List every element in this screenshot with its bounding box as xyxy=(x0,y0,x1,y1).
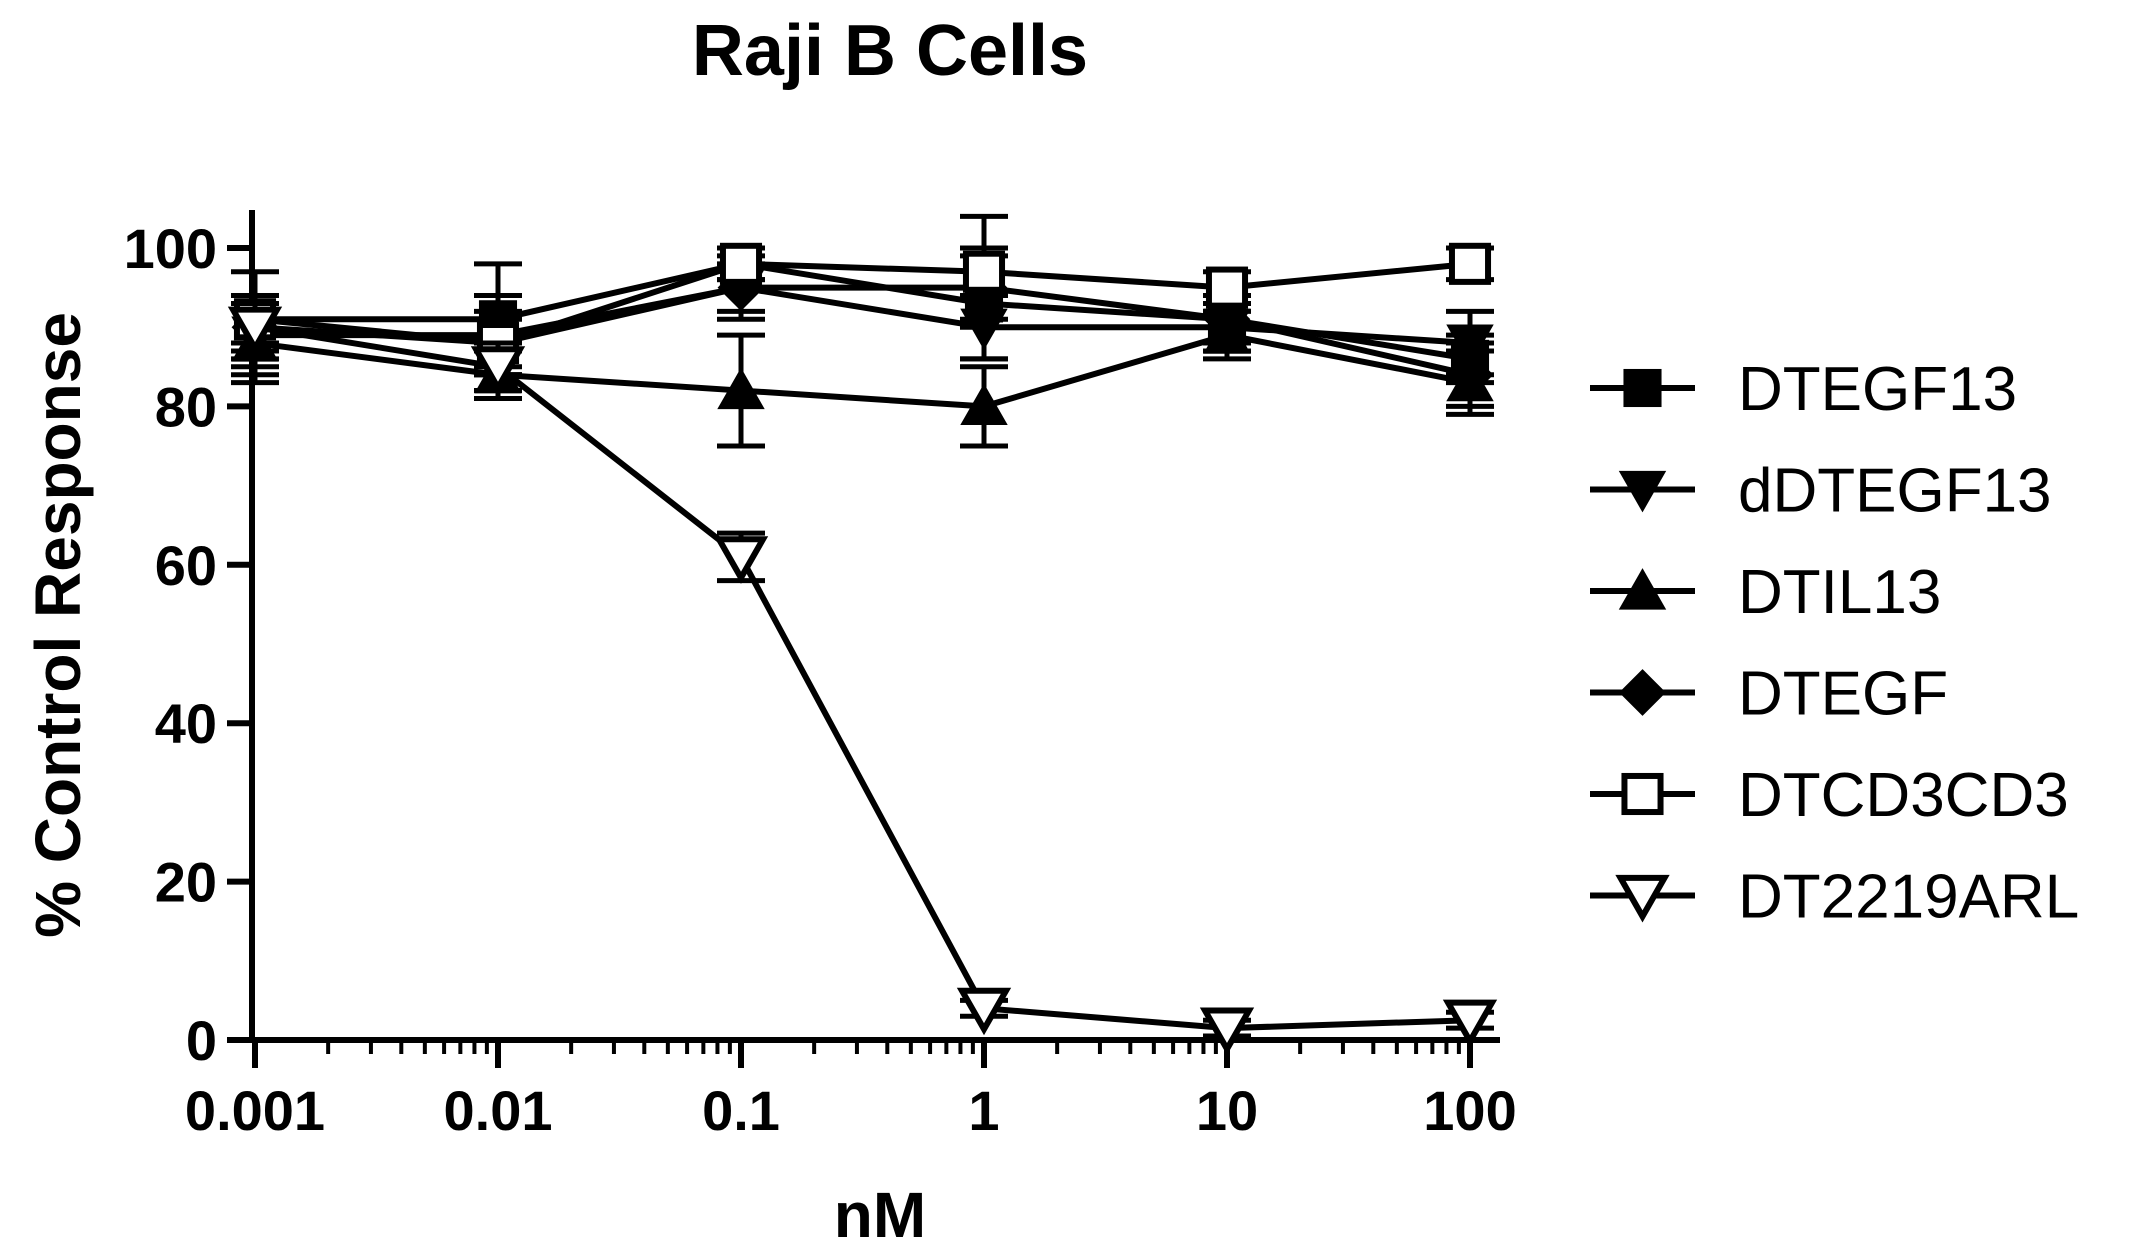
x-tick-label: 0.001 xyxy=(185,1079,325,1142)
legend-item-DTCD3CD3: DTCD3CD3 xyxy=(1590,761,2069,830)
x-tick-label: 100 xyxy=(1423,1079,1516,1142)
data-point xyxy=(1446,351,1494,399)
legend-label: DT2219ARL xyxy=(1738,863,2079,932)
series-DTCD3CD3 xyxy=(231,213,1494,370)
data-point xyxy=(960,383,1008,425)
legend-item-dDTEGF13: dDTEGF13 xyxy=(1590,457,2052,526)
legend-item-DTEGF: DTEGF xyxy=(1590,660,1948,729)
axes: 0 20 40 60 80 100 0.001 0.01 0.1 1 10 100 xyxy=(124,210,1517,1142)
series-DT2219ARL xyxy=(227,300,1498,1056)
legend-marker xyxy=(1621,772,1664,816)
y-tick-label: 20 xyxy=(155,851,217,914)
y-tick-label: 40 xyxy=(155,692,217,755)
data-point xyxy=(962,250,1006,293)
legend-label: dDTEGF13 xyxy=(1738,457,2052,526)
data-point xyxy=(1205,266,1249,309)
chart-title: Raji B Cells xyxy=(692,11,1088,91)
x-tick-label: 0.1 xyxy=(702,1079,780,1142)
y-tick-label: 0 xyxy=(186,1009,217,1072)
x-tick-label: 0.01 xyxy=(444,1079,553,1142)
series-line xyxy=(254,332,1471,410)
legend-label: DTEGF xyxy=(1738,660,1948,729)
legend-marker xyxy=(1619,669,1666,716)
legend: DTEGF13 dDTEGF13 DTIL13 DTEGF DTCD3CD3 DT2219… xyxy=(1590,355,2079,932)
data-point xyxy=(956,987,1012,1036)
x-tick-label: 10 xyxy=(1196,1079,1258,1142)
series-line xyxy=(254,284,1471,378)
data-point xyxy=(713,536,769,584)
data-point xyxy=(470,346,526,394)
data-point xyxy=(719,242,763,285)
series-layer xyxy=(227,213,1498,1056)
legend-label: DTEGF13 xyxy=(1738,355,2017,424)
legend-item-DTEGF13: DTEGF13 xyxy=(1590,355,2017,424)
data-point xyxy=(717,367,765,410)
legend-marker xyxy=(1618,470,1667,513)
y-tick-label: 100 xyxy=(124,217,217,280)
legend-marker xyxy=(1618,568,1667,610)
legend-item-DTIL13: DTIL13 xyxy=(1590,558,1941,627)
data-point xyxy=(1442,999,1498,1048)
x-axis-label: nM xyxy=(834,1179,926,1251)
y-tick-label: 60 xyxy=(155,534,217,597)
series-line xyxy=(254,260,1471,347)
y-axis-label: % Control Response xyxy=(22,312,94,938)
series-DTIL13 xyxy=(231,300,1494,449)
x-tick-label: 1 xyxy=(968,1079,999,1142)
data-point xyxy=(227,306,283,355)
series-line xyxy=(254,324,1471,1032)
legend-label: DTIL13 xyxy=(1738,558,1941,627)
legend-label: DTCD3CD3 xyxy=(1738,761,2069,830)
legend-item-DT2219ARL: DT2219ARL xyxy=(1590,863,2079,932)
data-point xyxy=(1199,1007,1255,1056)
legend-marker xyxy=(1623,368,1662,408)
data-point xyxy=(1448,242,1492,285)
y-tick-label: 80 xyxy=(155,375,217,438)
legend-marker xyxy=(1615,874,1670,923)
